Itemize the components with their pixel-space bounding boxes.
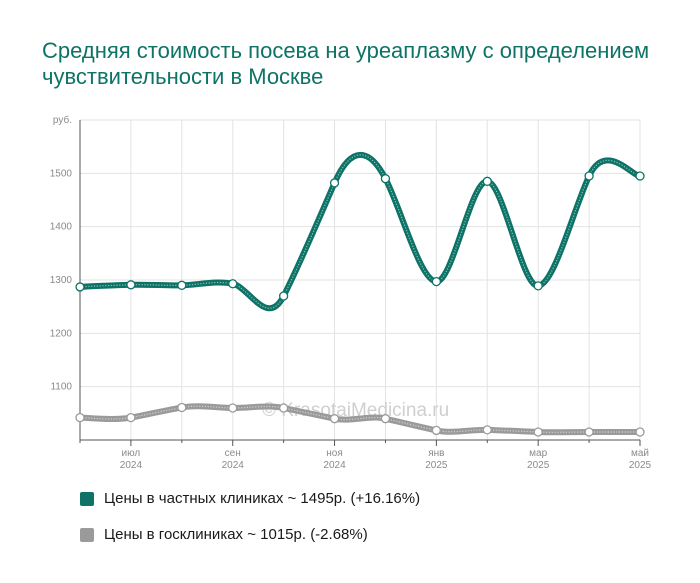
x-tick-year-label: 2024: [120, 460, 143, 471]
data-point[interactable]: [533, 427, 543, 437]
x-tick-label: ноя: [326, 448, 343, 459]
x-tick-label: мар: [529, 448, 547, 459]
data-point[interactable]: [380, 414, 391, 424]
legend-item[interactable]: Цены в госклиниках ~ 1015р. (-2.68%): [80, 526, 368, 543]
chart-title: Средняя стоимость посева на уреаплазму с…: [42, 38, 650, 89]
legend-label: Цены в госклиниках ~ 1015р. (-2.68%): [104, 526, 368, 543]
x-tick-year-label: 2024: [323, 460, 346, 471]
legend-swatch: [80, 491, 94, 506]
x-tick-label: июл: [122, 448, 141, 459]
data-point[interactable]: [75, 282, 85, 292]
y-tick-label: 1300: [50, 275, 73, 286]
data-point[interactable]: [635, 427, 645, 437]
x-tick-label: янв: [428, 448, 444, 459]
legend-item[interactable]: Цены в частных клиниках ~ 1495р. (+16.16…: [80, 490, 420, 507]
x-tick-label: май: [631, 448, 649, 459]
x-tick-label: сен: [225, 448, 241, 459]
y-tick-label: 1100: [50, 382, 72, 393]
data-point[interactable]: [228, 279, 238, 289]
x-tick-year-label: 2025: [527, 460, 550, 471]
data-point[interactable]: [177, 280, 187, 290]
data-point[interactable]: [635, 171, 645, 181]
data-point[interactable]: [482, 425, 492, 435]
y-unit-label: руб.: [53, 114, 72, 126]
x-tick-year-label: 2025: [425, 460, 448, 471]
legend-swatch: [80, 527, 94, 542]
data-point[interactable]: [584, 171, 594, 181]
data-point[interactable]: [278, 403, 289, 413]
data-point[interactable]: [329, 178, 340, 188]
data-point[interactable]: [431, 425, 442, 436]
data-point[interactable]: [584, 427, 594, 437]
x-tick-year-label: 2024: [222, 460, 245, 471]
data-point[interactable]: [329, 414, 340, 424]
legend-label: Цены в частных клиниках ~ 1495р. (+16.16…: [104, 490, 421, 507]
data-point[interactable]: [228, 403, 238, 413]
y-tick-label: 1200: [50, 328, 73, 339]
y-tick-label: 1500: [50, 168, 73, 179]
data-point[interactable]: [278, 291, 289, 301]
y-tick-label: 1400: [50, 222, 73, 233]
data-point[interactable]: [126, 412, 136, 423]
data-point[interactable]: [431, 276, 442, 287]
x-tick-year-label: 2025: [629, 460, 652, 471]
data-point[interactable]: [482, 176, 492, 186]
data-point[interactable]: [177, 402, 187, 413]
data-point[interactable]: [533, 281, 543, 291]
data-point[interactable]: [380, 174, 391, 184]
data-point[interactable]: [75, 412, 85, 423]
series-line-outline: [77, 151, 643, 312]
data-point[interactable]: [126, 280, 136, 290]
